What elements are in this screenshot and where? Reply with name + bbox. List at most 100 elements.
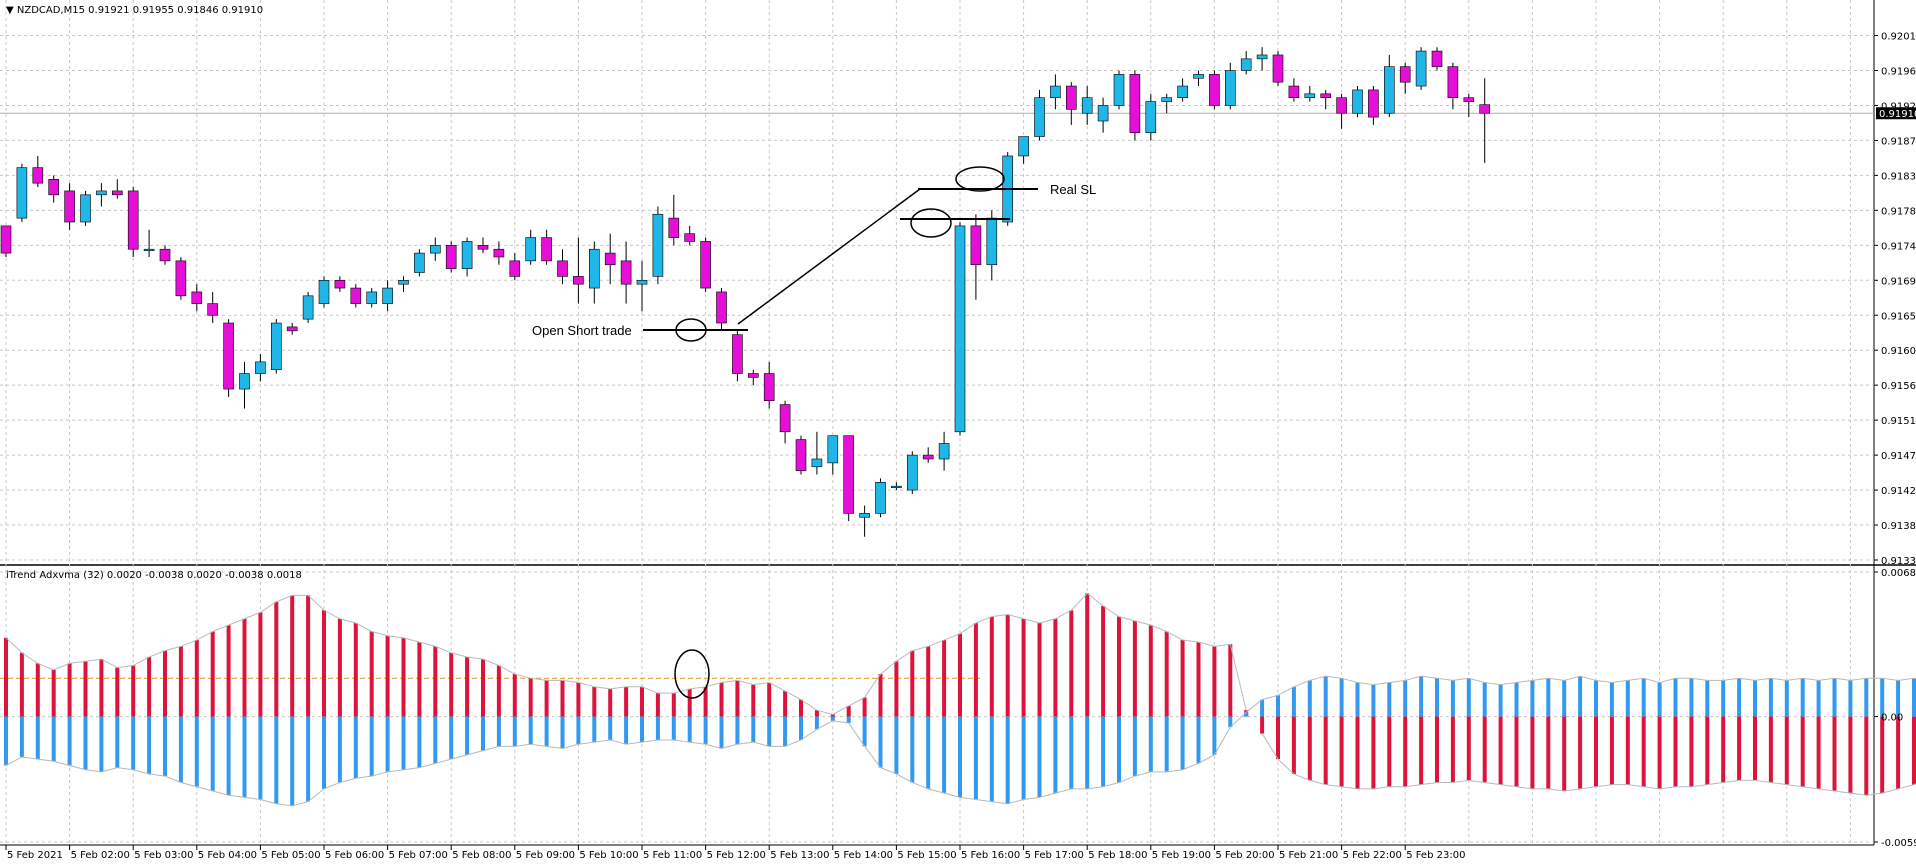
candle[interactable] — [954, 222, 966, 436]
candle[interactable] — [1145, 93, 1157, 141]
candle[interactable] — [875, 478, 886, 518]
candle[interactable] — [1161, 93, 1172, 114]
candle[interactable] — [1479, 78, 1490, 163]
candle[interactable] — [811, 431, 823, 475]
candle[interactable] — [652, 206, 664, 285]
candle[interactable] — [1256, 47, 1268, 71]
candle[interactable] — [843, 435, 855, 522]
candle[interactable] — [223, 319, 234, 397]
candle[interactable] — [1320, 89, 1331, 110]
candle[interactable] — [588, 241, 600, 304]
candle[interactable] — [620, 241, 632, 304]
candle[interactable] — [573, 237, 584, 304]
candle[interactable] — [668, 194, 680, 246]
x-tick-label: 5 Feb 17:00 — [1025, 850, 1084, 861]
candle[interactable] — [684, 225, 696, 246]
candle[interactable] — [1447, 62, 1459, 110]
candle[interactable] — [1463, 93, 1475, 118]
candle[interactable] — [318, 276, 330, 308]
candle[interactable] — [1336, 93, 1347, 129]
candle[interactable] — [1177, 78, 1188, 102]
candle[interactable] — [1431, 47, 1443, 71]
candle[interactable] — [1384, 54, 1395, 118]
candle[interactable] — [779, 400, 791, 444]
candle[interactable] — [1225, 62, 1236, 110]
candle[interactable] — [64, 183, 75, 230]
candle[interactable] — [716, 288, 727, 331]
candle[interactable] — [604, 233, 616, 285]
candle[interactable] — [112, 179, 123, 199]
candle[interactable] — [557, 249, 568, 285]
candle[interactable] — [414, 249, 425, 277]
candle[interactable] — [1097, 97, 1109, 133]
candle[interactable] — [732, 330, 743, 382]
candle[interactable] — [970, 214, 982, 300]
candle[interactable] — [763, 361, 775, 409]
candle[interactable] — [255, 354, 266, 382]
candle[interactable] — [207, 291, 218, 324]
candle[interactable] — [382, 280, 393, 312]
candle[interactable] — [1368, 86, 1379, 125]
candle[interactable] — [96, 183, 107, 207]
candle[interactable] — [32, 155, 44, 188]
candle[interactable] — [143, 229, 155, 257]
candle[interactable] — [159, 245, 171, 265]
candle[interactable] — [175, 256, 187, 300]
candle[interactable] — [1050, 74, 1061, 110]
candle[interactable] — [493, 241, 505, 265]
candle[interactable] — [1081, 86, 1093, 125]
candle[interactable] — [48, 175, 60, 203]
candle[interactable] — [938, 431, 950, 471]
candle[interactable] — [509, 253, 521, 281]
candle[interactable] — [191, 284, 203, 312]
candle[interactable] — [286, 323, 298, 335]
candle[interactable] — [1066, 82, 1077, 125]
price-pane[interactable] — [0, 47, 1874, 537]
candle[interactable] — [334, 276, 346, 292]
candle[interactable] — [366, 288, 378, 308]
candle[interactable] — [700, 237, 711, 292]
candle[interactable] — [1240, 51, 1252, 75]
x-tick-label: 5 Feb 23:00 — [1406, 850, 1465, 861]
candle[interactable] — [239, 361, 250, 409]
candle[interactable] — [302, 291, 314, 324]
candle[interactable] — [127, 187, 139, 257]
candle[interactable] — [1415, 47, 1427, 90]
candle[interactable] — [1018, 136, 1029, 164]
candle[interactable] — [859, 505, 870, 537]
y-tick-label: 0.91785 — [1881, 206, 1916, 217]
candle[interactable] — [1209, 70, 1220, 110]
candle[interactable] — [1129, 70, 1141, 141]
indicator-pane[interactable] — [0, 592, 1916, 807]
candle[interactable] — [922, 447, 934, 463]
candle[interactable] — [827, 435, 839, 475]
candle[interactable] — [747, 369, 759, 386]
candle[interactable] — [1193, 70, 1204, 87]
candle[interactable] — [445, 241, 457, 273]
candle[interactable] — [1399, 62, 1411, 94]
candle[interactable] — [398, 276, 409, 292]
candle[interactable] — [891, 482, 902, 491]
indicator-y-tick-label: 0.0068 — [1881, 568, 1916, 579]
candle[interactable] — [795, 435, 807, 475]
candle[interactable] — [636, 260, 648, 312]
candle[interactable] — [1034, 89, 1045, 141]
candle[interactable] — [541, 229, 552, 265]
candle[interactable] — [270, 319, 282, 374]
candle[interactable] — [1272, 51, 1284, 87]
candle[interactable] — [1113, 70, 1125, 110]
candle[interactable] — [350, 284, 362, 308]
x-tick-label: 5 Feb 11:00 — [643, 850, 702, 861]
candle[interactable] — [1352, 86, 1363, 118]
candle[interactable] — [1304, 86, 1316, 102]
candle[interactable] — [16, 163, 28, 223]
candle[interactable] — [1288, 78, 1300, 102]
candle[interactable] — [80, 190, 91, 226]
candle[interactable] — [906, 451, 918, 494]
candle[interactable] — [0, 225, 12, 257]
candle[interactable] — [525, 229, 537, 265]
candle[interactable] — [461, 237, 473, 277]
candle[interactable] — [477, 237, 489, 254]
candle[interactable] — [429, 237, 441, 261]
